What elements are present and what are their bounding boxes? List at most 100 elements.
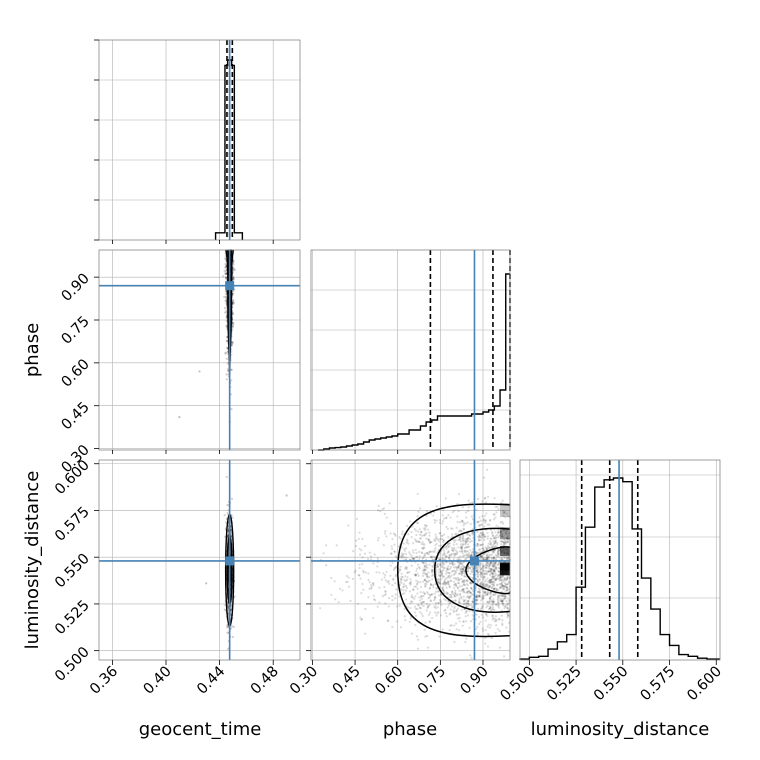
scatter-point bbox=[483, 514, 486, 517]
scatter-point bbox=[421, 574, 425, 577]
scatter-point bbox=[435, 569, 438, 572]
scatter-point bbox=[489, 606, 492, 610]
scatter-point bbox=[499, 540, 502, 543]
scatter-point bbox=[486, 554, 489, 557]
scatter-point bbox=[480, 543, 484, 546]
scatter-point bbox=[424, 562, 427, 565]
scatter-point bbox=[491, 565, 494, 568]
scatter-point bbox=[383, 573, 387, 577]
scatter-point bbox=[493, 497, 496, 500]
scatter-point bbox=[230, 497, 234, 500]
scatter-point bbox=[493, 619, 497, 623]
scatter-point bbox=[468, 553, 471, 557]
scatter-point bbox=[225, 290, 228, 293]
scatter-point bbox=[224, 311, 227, 314]
scatter-point bbox=[412, 557, 416, 560]
scatter-point bbox=[335, 544, 338, 547]
scatter-point bbox=[492, 584, 495, 588]
scatter-point bbox=[431, 616, 434, 620]
scatter-point bbox=[461, 542, 464, 546]
scatter-point bbox=[224, 272, 227, 275]
scatter-point bbox=[475, 595, 479, 598]
scatter-point bbox=[480, 606, 483, 609]
scatter-point bbox=[467, 499, 470, 502]
scatter-point bbox=[496, 574, 499, 577]
scatter-point bbox=[437, 571, 440, 574]
panel-phase-hist bbox=[310, 249, 511, 454]
scatter-point bbox=[483, 476, 486, 479]
scatter-point bbox=[458, 589, 461, 592]
scatter-point bbox=[226, 603, 230, 606]
scatter-point bbox=[495, 534, 499, 537]
scatter-point bbox=[448, 556, 451, 559]
scatter-point bbox=[404, 575, 407, 578]
scatter-point bbox=[483, 575, 486, 578]
scatter-point bbox=[501, 575, 504, 578]
scatter-point bbox=[465, 604, 468, 607]
scatter-point bbox=[440, 603, 443, 606]
scatter-point bbox=[492, 616, 495, 619]
scatter-point bbox=[400, 575, 403, 578]
scatter-point bbox=[482, 594, 485, 597]
scatter-point bbox=[390, 545, 393, 548]
scatter-point bbox=[445, 516, 448, 519]
scatter-point bbox=[420, 595, 423, 598]
scatter-point bbox=[454, 589, 457, 592]
scatter-point bbox=[441, 582, 444, 585]
scatter-point bbox=[453, 554, 456, 557]
scatter-point bbox=[414, 585, 418, 588]
scatter-point bbox=[382, 543, 385, 547]
scatter-point bbox=[429, 600, 432, 603]
scatter-point bbox=[507, 593, 511, 596]
scatter-point bbox=[482, 564, 486, 568]
scatter-point bbox=[455, 553, 458, 556]
scatter-point bbox=[366, 558, 370, 561]
scatter-point bbox=[224, 351, 227, 354]
scatter-point bbox=[479, 544, 482, 547]
scatter-point bbox=[469, 654, 472, 657]
scatter-point bbox=[425, 510, 429, 513]
scatter-point bbox=[400, 554, 403, 557]
scatter-point bbox=[462, 524, 465, 527]
scatter-point bbox=[423, 592, 427, 595]
scatter-point bbox=[225, 373, 228, 376]
scatter-point bbox=[437, 602, 440, 605]
scatter-point bbox=[441, 574, 444, 577]
scatter-point bbox=[438, 521, 442, 524]
scatter-point bbox=[400, 582, 403, 585]
scatter-point bbox=[477, 548, 480, 551]
scatter-point bbox=[486, 590, 489, 593]
scatter-point bbox=[358, 566, 361, 570]
scatter-point bbox=[453, 546, 456, 550]
scatter-point bbox=[489, 580, 492, 584]
scatter-point bbox=[481, 583, 485, 586]
scatter-point bbox=[501, 499, 504, 502]
scatter-point bbox=[441, 557, 444, 560]
scatter-point bbox=[415, 551, 418, 555]
scatter-point bbox=[285, 494, 288, 497]
scatter-point bbox=[439, 574, 442, 578]
scatter-point bbox=[491, 605, 495, 609]
scatter-point bbox=[484, 612, 488, 615]
scatter-point bbox=[491, 535, 495, 538]
scatter-point bbox=[414, 573, 417, 577]
panel-distance-hist: 0.500 0.525 0.550 0.575 0.600 bbox=[498, 459, 725, 704]
scatter-point bbox=[447, 564, 450, 568]
scatter-point bbox=[448, 613, 451, 616]
scatter-point bbox=[502, 604, 505, 607]
scatter-point bbox=[412, 542, 415, 545]
scatter-point bbox=[469, 586, 473, 590]
scatter-point bbox=[492, 513, 495, 516]
scatter-point bbox=[468, 604, 471, 607]
scatter-point bbox=[399, 565, 402, 568]
scatter-point bbox=[497, 508, 500, 511]
scatter-point bbox=[486, 577, 489, 580]
scatter-point bbox=[391, 595, 394, 598]
scatter-point bbox=[441, 628, 444, 631]
scatter-point bbox=[476, 543, 479, 546]
scatter-point bbox=[494, 631, 497, 635]
scatter-point bbox=[476, 530, 479, 534]
scatter-point bbox=[464, 540, 467, 543]
scatter-point bbox=[368, 587, 371, 590]
scatter-point bbox=[225, 316, 228, 319]
